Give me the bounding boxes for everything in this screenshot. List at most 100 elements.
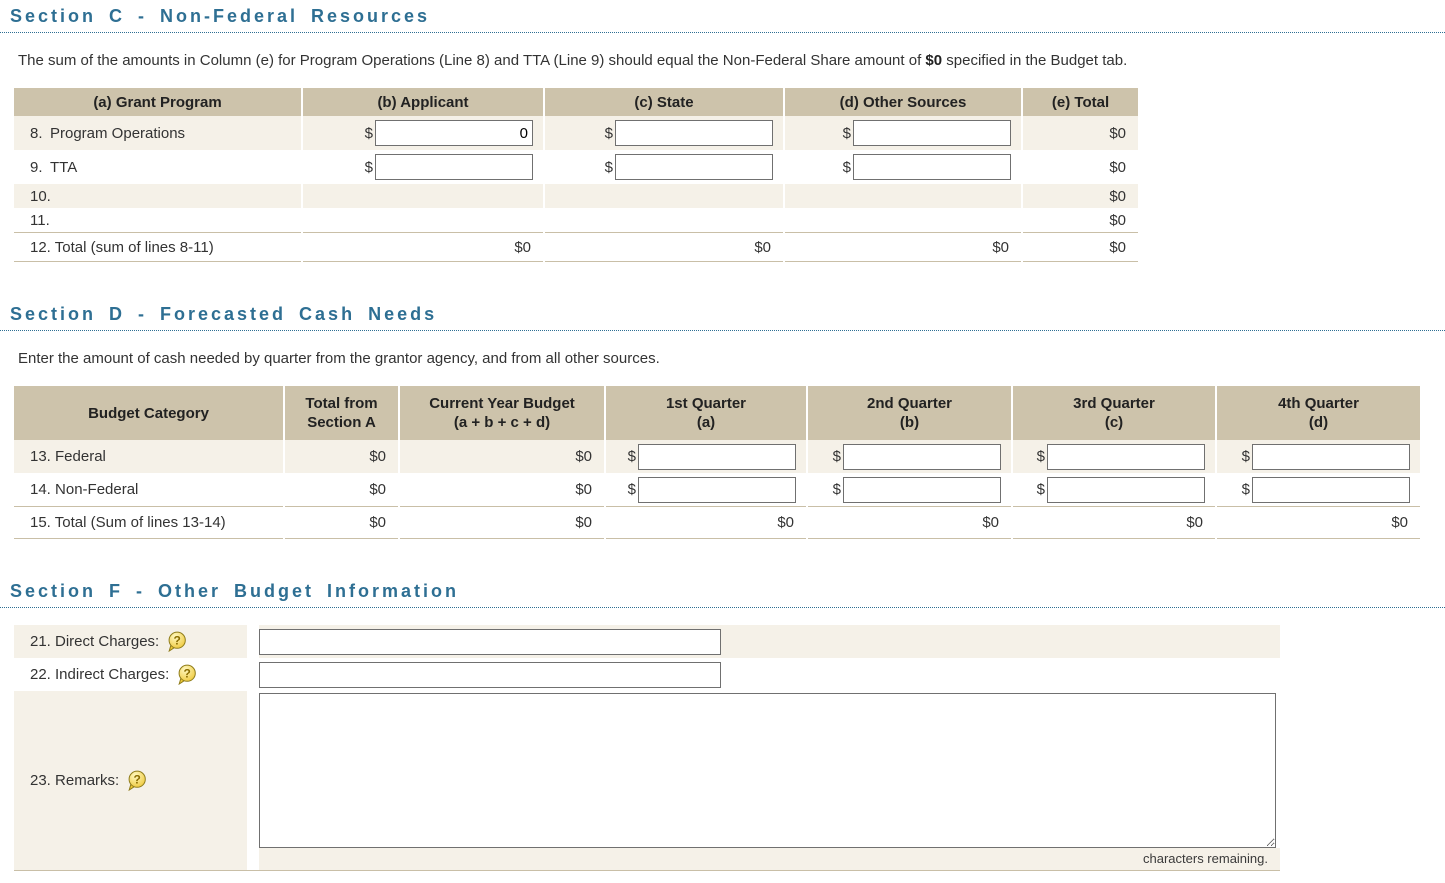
section-d-title: Section D - Forecasted Cash Needs — [0, 304, 1445, 331]
line12-other-total: $0 — [785, 232, 1021, 262]
line10-total: $0 — [1023, 184, 1138, 208]
line-number: 10. — [30, 187, 51, 205]
line-number: 9. — [30, 158, 43, 176]
line15-total-from-a: $0 — [285, 506, 398, 539]
indirect-charges-input[interactable] — [259, 661, 721, 688]
dollar-sign: $ — [1036, 481, 1045, 498]
characters-remaining-text: characters remaining. — [259, 848, 1280, 870]
line11-applicant-cell — [303, 208, 543, 232]
line13-q2-cell: $ — [808, 440, 1011, 473]
line14-current-year-budget: $0 — [575, 481, 592, 498]
line15-current-year-budget: $0 — [400, 506, 604, 539]
remarks-textarea[interactable] — [259, 693, 1276, 848]
line9-label-cell: 9. TTA — [14, 150, 301, 184]
indirect-charges-label: 22. Indirect Charges: — [30, 666, 170, 683]
line13-q1-cell: $ — [606, 440, 806, 473]
line15-q3-total: $0 — [1013, 506, 1215, 539]
divider — [247, 691, 259, 870]
line10-other-cell — [785, 184, 1021, 208]
col-header-applicant: (b) Applicant — [303, 88, 543, 116]
line14-label: 14. Non-Federal — [30, 481, 139, 498]
line10-applicant-cell — [303, 184, 543, 208]
svg-text:?: ? — [134, 773, 141, 787]
dollar-sign: $ — [1241, 448, 1250, 465]
line13-q3-input[interactable] — [1047, 443, 1205, 470]
line8-applicant-input[interactable] — [375, 120, 533, 146]
dollar-sign: $ — [832, 448, 841, 465]
help-icon[interactable]: ? — [166, 631, 188, 652]
line-label: TTA — [50, 158, 78, 176]
line8-other-input[interactable] — [853, 120, 1011, 146]
line8-applicant-cell: $ — [303, 116, 543, 150]
dollar-sign: $ — [1036, 448, 1045, 465]
dollar-sign: $ — [842, 124, 851, 142]
intro-text: The sum of the amounts in Column (e) for… — [18, 52, 926, 69]
line10-label-cell: 10. — [14, 184, 301, 208]
dollar-sign: $ — [627, 448, 636, 465]
table-row-line10: 10. $0 — [14, 184, 1138, 208]
col-header-total: (e) Total — [1023, 88, 1138, 116]
col-header-current-year-budget: Current Year Budget (a + b + c + d) — [400, 386, 604, 440]
forecasted-cash-needs-table: Budget Category Total from Section A Curr… — [14, 386, 1420, 539]
table-row-line9: 9. TTA $ $ $ $0 — [14, 150, 1138, 184]
table-row-line14: 14. Non-Federal $0 $0 $ $ $ $ — [14, 473, 1420, 506]
line14-q3-input[interactable] — [1047, 476, 1205, 503]
line8-label-cell: 8. Program Operations — [14, 116, 301, 150]
line14-q4-input[interactable] — [1252, 476, 1410, 503]
table-header-row: Budget Category Total from Section A Curr… — [14, 386, 1420, 440]
line9-state-input[interactable] — [615, 154, 773, 180]
line14-q1-input[interactable] — [638, 476, 796, 503]
line14-q1-cell: $ — [606, 473, 806, 506]
dollar-sign: $ — [604, 124, 613, 142]
line15-q2-total: $0 — [808, 506, 1011, 539]
remarks-content-cell: characters remaining. — [259, 691, 1280, 870]
table-row-line13: 13. Federal $0 $0 $ $ $ $ — [14, 440, 1420, 473]
dollar-sign: $ — [364, 158, 373, 176]
line13-total-from-a: $0 — [285, 440, 398, 473]
line14-q3-cell: $ — [1013, 473, 1215, 506]
table-row-line11: 11. $0 — [14, 208, 1138, 232]
help-balloon-icon: ? — [178, 664, 197, 685]
non-federal-resources-table: (a) Grant Program (b) Applicant (c) Stat… — [14, 88, 1138, 262]
help-icon[interactable]: ? — [176, 664, 198, 685]
dollar-sign: $ — [364, 124, 373, 142]
line8-total: $0 — [1023, 116, 1138, 150]
line9-applicant-cell: $ — [303, 150, 543, 184]
line9-state-cell: $ — [545, 150, 783, 184]
help-balloon-icon: ? — [168, 631, 187, 652]
line9-applicant-input[interactable] — [375, 154, 533, 180]
line13-q1-input[interactable] — [638, 443, 796, 470]
section-c-title: Section C - Non-Federal Resources — [0, 0, 1445, 33]
line12-grand-total: $0 — [1023, 232, 1138, 262]
col-header-total-from-section-a: Total from Section A — [285, 386, 398, 440]
direct-charges-row: 21. Direct Charges: ? — [14, 625, 1280, 658]
line15-q4-total: $0 — [1217, 506, 1420, 539]
line12-state-total: $0 — [545, 232, 783, 262]
line9-other-input[interactable] — [853, 154, 1011, 180]
col-header-grant-program: (a) Grant Program — [14, 88, 301, 116]
direct-charges-label: 21. Direct Charges: — [30, 633, 160, 650]
line10-state-cell — [545, 184, 783, 208]
non-federal-share-amount: $0 — [925, 52, 943, 69]
line13-q4-input[interactable] — [1252, 443, 1410, 470]
direct-charges-input[interactable] — [259, 628, 721, 655]
line11-other-cell — [785, 208, 1021, 232]
divider — [247, 625, 259, 658]
line8-state-cell: $ — [545, 116, 783, 150]
section-d-intro: Enter the amount of cash needed by quart… — [18, 350, 660, 367]
line-label: Program Operations — [50, 124, 186, 142]
col-header-4th-quarter: 4th Quarter (d) — [1217, 386, 1420, 440]
col-header-state: (c) State — [545, 88, 783, 116]
table-row-line15-total: 15. Total (Sum of lines 13-14) $0 $0 $0 … — [14, 506, 1420, 539]
dollar-sign: $ — [604, 158, 613, 176]
line11-label-cell: 11. — [14, 208, 301, 232]
other-budget-information-block: 21. Direct Charges: ? — [14, 625, 1280, 871]
line15-label: 15. Total (Sum of lines 13-14) — [14, 506, 283, 539]
line13-q2-input[interactable] — [843, 443, 1001, 470]
line14-q2-input[interactable] — [843, 476, 1001, 503]
divider — [247, 658, 259, 691]
intro-text: specified in the Budget tab. — [942, 52, 1128, 69]
help-icon[interactable]: ? — [126, 770, 148, 791]
line8-state-input[interactable] — [615, 120, 773, 146]
